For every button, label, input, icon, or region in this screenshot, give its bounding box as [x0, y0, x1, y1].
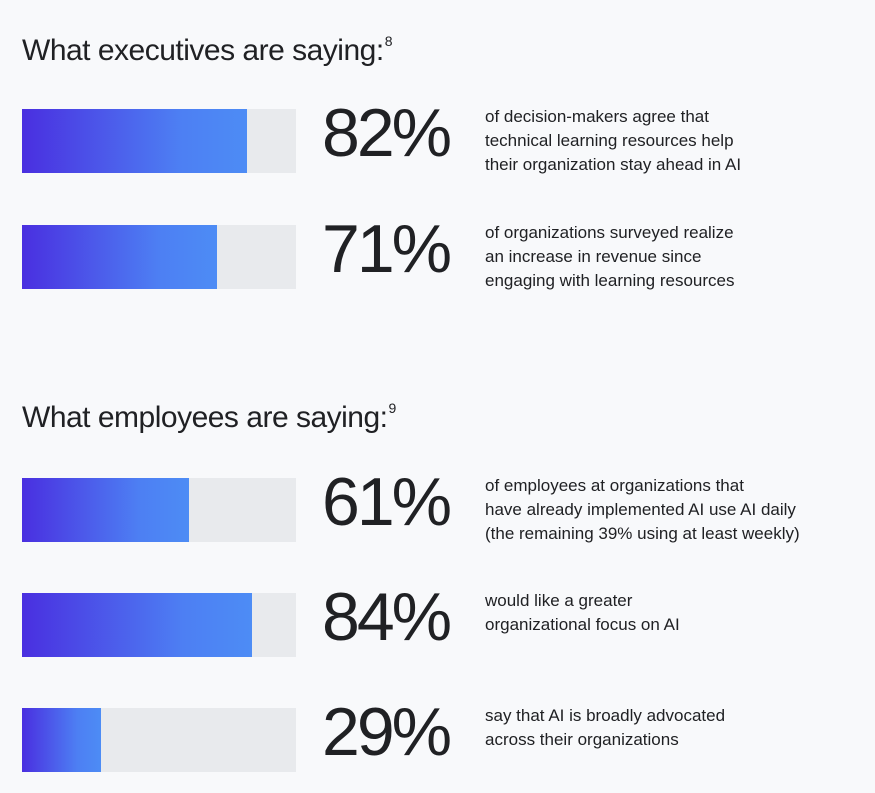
bar-track: [22, 109, 296, 173]
stat-description: of organizations surveyed realize an inc…: [485, 223, 735, 290]
percent-value: 29%: [322, 694, 452, 770]
bar-track: [22, 225, 296, 289]
stat-row: 71% of organizations surveyed realize an…: [22, 215, 862, 290]
bar-fill: [22, 225, 217, 289]
stat-row: 84% would like a greater organizational …: [22, 583, 862, 657]
percent-value: 82%: [322, 95, 452, 171]
stat-description: of decision-makers agree that technical …: [485, 107, 742, 174]
bar-fill: [22, 708, 102, 772]
stat-description: say that AI is broadly advocated across …: [485, 706, 726, 749]
employees-heading-text: What employees are saying:: [22, 401, 388, 434]
footnote-8: 8: [384, 33, 393, 49]
stat-row: 61% of employees at organizations that h…: [22, 468, 862, 543]
bar-track: [22, 708, 296, 772]
bar-track: [22, 478, 296, 542]
stat-description: would like a greater organizational focu…: [485, 591, 680, 634]
executives-heading-text: What executives are saying:: [22, 34, 384, 67]
executives-heading: What executives are saying:8: [22, 33, 393, 67]
stat-row: 82% of decision-makers agree that techni…: [22, 99, 862, 174]
stat-row: 29% say that AI is broadly advocated acr…: [22, 698, 862, 772]
bar-fill: [22, 478, 190, 542]
percent-value: 71%: [322, 211, 452, 287]
bar-track: [22, 593, 296, 657]
percent-value: 61%: [322, 464, 452, 540]
employees-heading: What employees are saying:9: [22, 400, 397, 434]
stat-description: of employees at organizations that have …: [485, 476, 800, 543]
bar-fill: [22, 593, 253, 657]
bar-fill: [22, 109, 247, 173]
percent-value: 84%: [322, 579, 452, 655]
footnote-9: 9: [388, 400, 397, 416]
